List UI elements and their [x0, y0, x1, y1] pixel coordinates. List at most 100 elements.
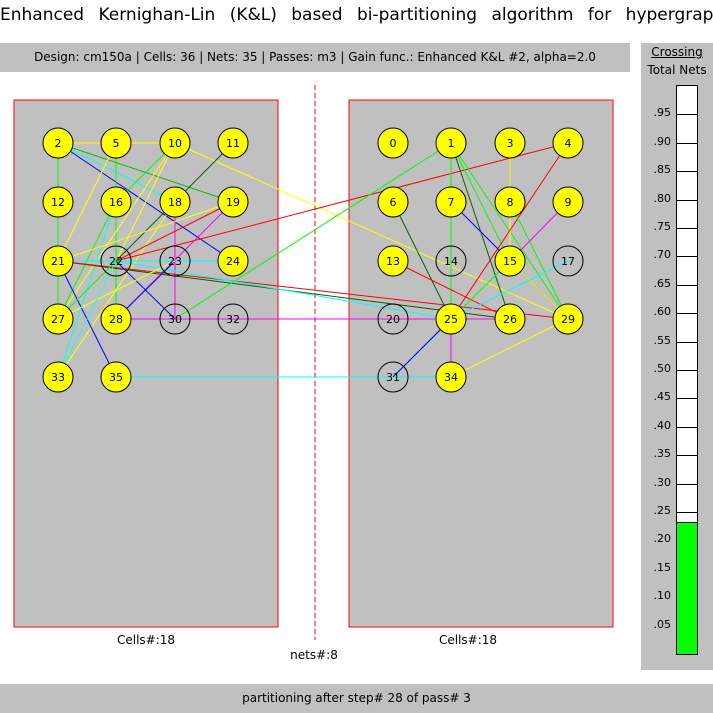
cell-circle: [552, 127, 584, 159]
meter-tick: [677, 171, 697, 173]
cell-label: 3: [507, 137, 514, 150]
cell-node: 7: [435, 186, 467, 218]
net-line: [57, 260, 569, 320]
net-line: [450, 260, 569, 320]
net-line: [450, 142, 511, 262]
cell-circle: [42, 361, 74, 393]
meter-tick: [677, 512, 697, 513]
cell-circle: [435, 303, 467, 335]
cell-label: 6: [390, 196, 397, 209]
cell-node: 33: [42, 361, 74, 393]
cell-label: 28: [109, 313, 123, 326]
cell-label: 25: [444, 313, 458, 326]
meter-tick: [677, 284, 697, 286]
cell-label: 26: [503, 313, 517, 326]
net-line: [57, 142, 176, 320]
cell-circle: [552, 303, 584, 335]
cell-node: 30: [159, 303, 191, 335]
meter-tick-label: .50: [653, 362, 672, 375]
net-line: [450, 142, 569, 320]
cell-circle: [494, 245, 526, 277]
cell-label: 27: [51, 313, 65, 326]
cell-label: 15: [503, 255, 517, 268]
cell-label: 0: [390, 137, 397, 150]
meter-tick-label: .75: [653, 220, 672, 233]
cell-node: 31: [377, 361, 409, 393]
net-line: [57, 201, 234, 262]
cell-node: 8: [494, 186, 526, 218]
cell-circle: [435, 361, 467, 393]
cell-circle: [159, 186, 191, 218]
cell-circle: [377, 361, 409, 393]
cell-circle: [435, 186, 467, 218]
meter-tick: [677, 228, 697, 229]
cell-label: 17: [561, 255, 575, 268]
cell-circle: [217, 245, 249, 277]
crossing-meter: Crossing Total Nets .95 .90 .85 .80 .75 .70 .6…: [641, 43, 713, 670]
cell-label: 31: [386, 371, 400, 384]
meter-tick-label: .95: [653, 106, 672, 120]
meter-subtitle: Total Nets: [647, 63, 707, 77]
net-line: [450, 318, 569, 378]
cell-node: 4: [552, 127, 584, 159]
cell-label: 32: [226, 313, 240, 326]
cell-label: 30: [168, 313, 182, 326]
meter-tick: [677, 256, 697, 258]
meter-tick-label: .25: [653, 504, 672, 517]
cell-node: 12: [42, 186, 74, 218]
cell-node: 22: [100, 245, 132, 277]
meter-tick-label: .45: [653, 390, 672, 404]
cell-node: 19: [217, 186, 249, 218]
cell-node: 29: [552, 303, 584, 335]
cell-node: 16: [100, 186, 132, 218]
cell-node: 5: [100, 127, 132, 159]
cell-label: 10: [168, 137, 182, 150]
cell-node: 21: [42, 245, 74, 277]
net-line: [392, 201, 452, 320]
net-line: [57, 260, 117, 378]
cell-circle: [42, 303, 74, 335]
cell-circle: [435, 245, 467, 277]
cell-label: 21: [51, 255, 65, 268]
cell-circle: [100, 245, 132, 277]
net-line: [174, 142, 452, 320]
meter-tick-label: .10: [653, 589, 672, 603]
cell-circle: [217, 186, 249, 218]
cell-node: 18: [159, 186, 191, 218]
cell-label: 14: [444, 255, 458, 268]
meter-tick-label: .80: [653, 191, 672, 205]
cell-node: 13: [377, 245, 409, 277]
left-cells-count: Cells#:18: [116, 633, 176, 647]
net-line: [57, 142, 117, 262]
cell-circle: [159, 127, 191, 159]
meter-tick: [677, 114, 697, 116]
cell-circle: [377, 303, 409, 335]
net-line: [115, 142, 569, 262]
cell-circle: [42, 245, 74, 277]
cell-label: 18: [168, 196, 182, 209]
net-line: [115, 260, 452, 320]
cell-node: 20: [377, 303, 409, 335]
meter-tick-label: .85: [653, 163, 672, 177]
cell-label: 12: [51, 196, 65, 209]
cell-node: 26: [494, 303, 526, 335]
nets-layer: [57, 142, 569, 378]
cell-circle: [42, 186, 74, 218]
cell-circle: [552, 186, 584, 218]
cell-label: 34: [444, 371, 458, 384]
meter-fill: [677, 522, 697, 654]
meter-bar: [676, 85, 698, 655]
cell-circle: [377, 186, 409, 218]
cell-circle: [377, 245, 409, 277]
cell-circle: [100, 361, 132, 393]
cell-label: 2: [55, 137, 62, 150]
net-line: [392, 260, 511, 320]
cell-circle: [217, 127, 249, 159]
cell-node: 2: [42, 127, 74, 159]
cell-label: 20: [386, 313, 400, 326]
meter-tick-label: .20: [653, 532, 672, 546]
net-line: [509, 201, 569, 320]
cell-node: 24: [217, 245, 249, 277]
